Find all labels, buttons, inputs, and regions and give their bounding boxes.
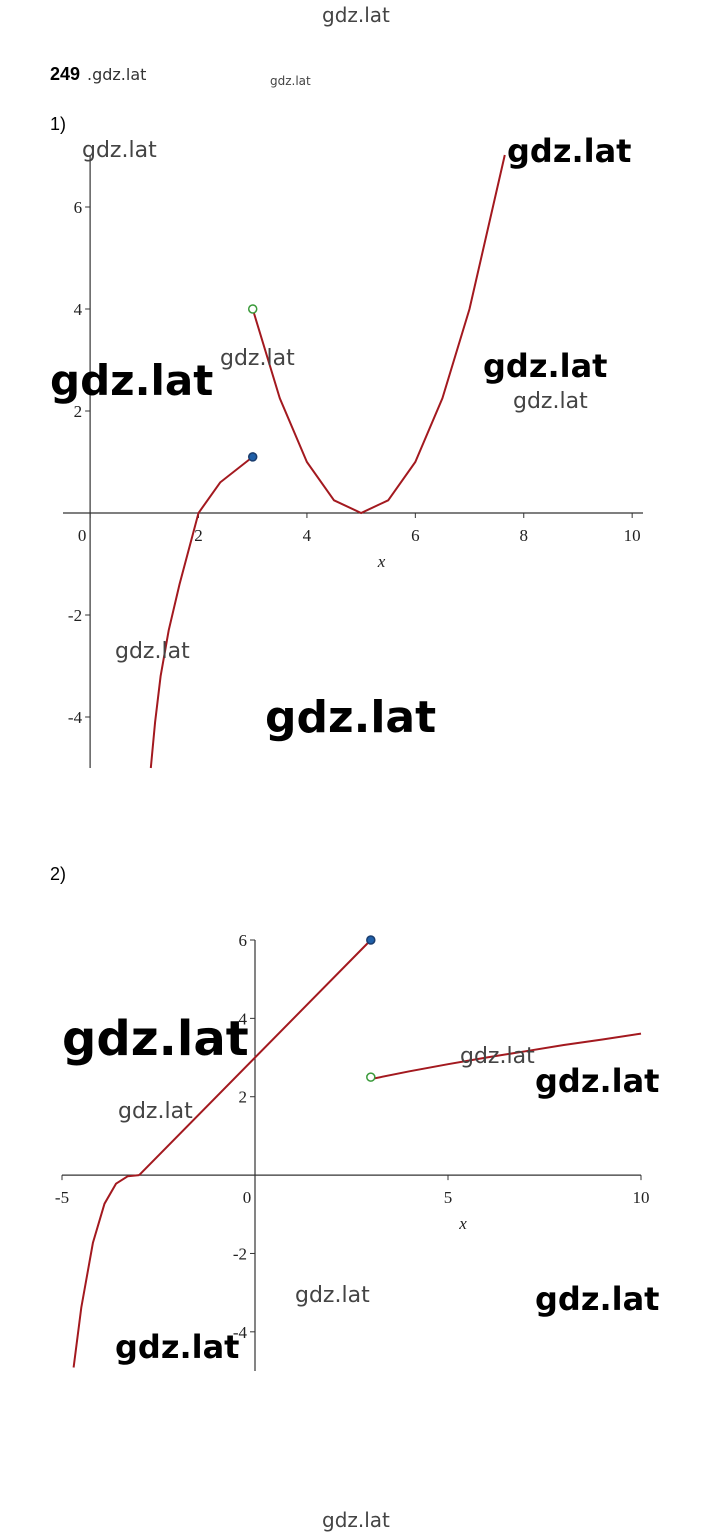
watermark: gdz.lat	[507, 132, 631, 170]
watermark: gdz.lat	[82, 138, 157, 163]
endpoint	[247, 452, 258, 462]
curve	[149, 456, 254, 769]
watermark: gdz.lat	[513, 389, 588, 414]
x-tick-label: 10	[633, 1188, 650, 1207]
y-tick-label: 4	[74, 300, 83, 319]
watermark: gdz.lat	[322, 1508, 390, 1532]
watermark: gdz.lat	[62, 1011, 249, 1067]
x-tick-label: 8	[519, 526, 528, 545]
watermark: gdz.lat	[322, 3, 390, 27]
y-tick-label: 2	[74, 402, 83, 421]
y-tick-label: -2	[68, 606, 82, 625]
watermark: gdz.lat	[535, 1280, 659, 1318]
watermark: gdz.lat	[220, 346, 295, 371]
y-tick-label: 4	[239, 1009, 248, 1028]
y-tick-label: -2	[233, 1244, 247, 1263]
x-tick-label: 0	[78, 526, 87, 545]
x-axis-label: x	[377, 552, 386, 571]
curve	[138, 939, 372, 1176]
watermark: gdz.lat	[460, 1044, 535, 1069]
x-tick-label: 2	[194, 526, 203, 545]
watermark: gdz.lat	[265, 692, 436, 743]
watermark: gdz.lat	[118, 1099, 193, 1124]
curve	[72, 1174, 140, 1368]
problem-tail: .gdz.lat	[87, 65, 146, 84]
problem-number: 249	[50, 64, 80, 84]
x-axis-label: x	[458, 1214, 467, 1233]
y-tick-label: 2	[239, 1088, 248, 1107]
watermark: gdz.lat	[270, 74, 311, 88]
endpoint	[247, 304, 258, 314]
curve	[251, 154, 506, 515]
watermark: gdz.lat	[115, 1328, 239, 1366]
x-tick-label: 0	[243, 1188, 252, 1207]
endpoint	[366, 935, 376, 945]
x-tick-label: 4	[303, 526, 312, 545]
part-label: 2)	[50, 864, 66, 884]
y-tick-label: -4	[68, 708, 83, 727]
x-tick-label: 6	[411, 526, 420, 545]
endpoint	[366, 1072, 376, 1082]
part-label: 1)	[50, 114, 66, 134]
watermark: gdz.lat	[483, 347, 607, 385]
watermark: gdz.lat	[50, 356, 213, 405]
y-tick-label: 6	[74, 198, 83, 217]
x-tick-label: 10	[624, 526, 641, 545]
watermark: gdz.lat	[295, 1283, 370, 1308]
curve	[370, 1032, 642, 1081]
y-tick-label: 6	[239, 931, 248, 950]
x-tick-label: 5	[444, 1188, 453, 1207]
watermark: gdz.lat	[535, 1062, 659, 1100]
x-tick-label: -5	[55, 1188, 69, 1207]
watermark: gdz.lat	[115, 639, 190, 664]
y-tick-label: -4	[233, 1323, 248, 1342]
